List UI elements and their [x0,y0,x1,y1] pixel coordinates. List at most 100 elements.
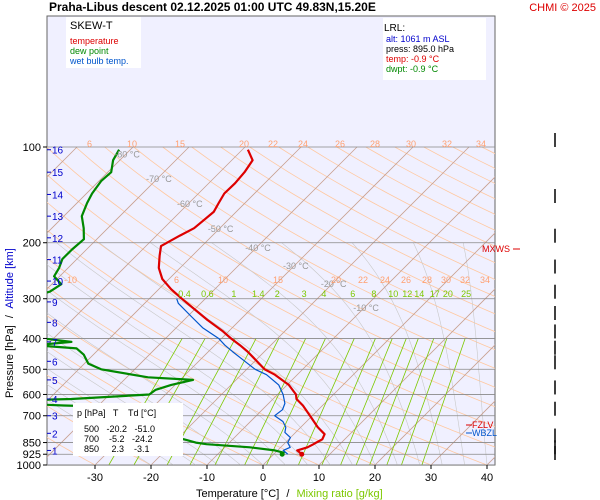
altitude-tick-label: 3 [52,412,58,423]
altitude-tick-label: 8 [52,318,58,329]
mixing-ratio-label: 0.6 [201,289,214,299]
level-table-header: p [hPa] T Td [°C] [77,408,156,418]
altitude-tick-label: 14 [52,190,64,201]
level-table: p [hPa] T Td [°C] 500 -20.2 -51.0 700 -5… [73,403,183,456]
x-axis-label-separator: / [286,488,290,500]
temperature-tick-label: -30 [87,472,103,484]
isotherm-label: -40 °C [245,243,271,253]
lrl-dwpt: dwpt: -0.9 °C [386,64,439,74]
legend-item-wet-bulb: wet bulb temp. [69,56,129,66]
isotherm-label: -10 °C [353,303,379,313]
dry-adiabat-label: 28 [370,139,380,149]
dry-adiabat-label: 30 [441,275,451,285]
mixing-ratio-line [386,338,435,465]
wetbulb-line [176,298,291,455]
mxws-label: MXWS [482,244,510,254]
dry-adiabat [481,146,495,155]
pressure-tick-label: 700 [23,411,41,423]
mixing-ratio-label: 25 [461,289,471,299]
chart-title: Praha-Libus descent 02.12.2025 01:00 UTC… [49,0,376,14]
mixing-ratio-label: 3 [302,289,307,299]
pressure-tick-label: 925 [23,449,41,461]
dry-adiabat-label: 24 [380,275,390,285]
x-axis-title: Temperature [°C] / Mixing ratio [g/kg] [196,488,383,500]
dry-adiabat [47,146,495,408]
mixing-ratio-label: 20 [443,289,453,299]
mixing-ratio-label: 4 [321,289,326,299]
dry-adiabat [75,146,495,388]
legend: SKEW-T temperature dew point wet bulb te… [66,17,141,68]
isotherm-label: -70 °C [146,174,172,184]
level-table-box [73,403,183,456]
isotherm-line [47,146,302,402]
mixing-ratio-line [421,338,466,465]
level-markers: MXWS FZLV WBZL [466,244,520,438]
mixing-ratio-label: 17 [430,289,440,299]
mixing-ratio-line [266,338,326,465]
altitude-tick-label: 7 [52,338,58,349]
altitude-tick-label: 6 [52,357,58,368]
dry-adiabat-label: 26 [335,139,345,149]
dry-adiabat-label: 34 [476,139,486,149]
dry-adiabat-label: 24 [298,139,308,149]
dry-adiabat-label: 30 [406,139,416,149]
dry-adiabat-label: 32 [442,139,452,149]
isotherm-line [47,146,134,234]
x-axis-label-mixing: Mixing ratio [g/kg] [296,488,382,500]
isotherm-label: -50 °C [208,224,234,234]
isotherm-line [47,146,190,290]
altitude-tick-label: 12 [52,234,64,245]
legend-box [66,17,141,68]
isotherm-label: -30 °C [283,261,309,271]
pressure-tick-label: 100 [23,142,41,154]
mixing-ratio-label: 10 [388,289,398,299]
altitude-tick-label: 11 [52,256,63,267]
temperature-tick-label: 20 [369,472,381,484]
legend-item-dew-point: dew point [70,46,109,56]
altitude-tick-label: 15 [52,168,64,179]
lrl-box [383,18,486,80]
dry-adiabat [191,146,495,315]
dry-adiabat-label: 32 [460,275,470,285]
mixing-ratio-label: 2 [275,289,280,299]
mixing-ratio-label: 12 [402,289,412,299]
pressure-tick-label: 200 [23,238,41,250]
temperature-tick-label: 30 [425,472,437,484]
pressure-tick-label: 850 [23,438,41,450]
temperature-tick-label: -20 [143,472,159,484]
mixing-ratio-label: 1 [231,289,236,299]
isotherm-line [374,344,495,465]
dry-adiabat-label: 6 [87,139,92,149]
dry-adiabat-label: 10 [127,139,137,149]
dry-adiabat [220,146,495,297]
y-axis-label-separator: / [4,314,16,318]
dry-adiabat [104,146,495,369]
fzlv-label: FZLV [472,420,493,430]
legend-title: SKEW-T [70,20,113,32]
dry-adiabat-label: 22 [268,139,278,149]
legend-item-temperature: temperature [70,36,119,46]
dry-adiabat-label: 26 [401,275,411,285]
temperature-tick-label: 40 [481,472,493,484]
dry-adiabat-label: 34 [480,275,490,285]
mixing-ratio-label: 1.4 [252,289,265,299]
pressure-tick-label: 600 [23,389,41,401]
isotherm-line [430,400,495,465]
mixing-ratio-line [321,338,376,465]
copyright: CHMI © 2025 [529,2,596,14]
background-labels: -80 °C -70 °C -60 °C -50 °C -40 °C -30 °C -20 … [64,139,490,313]
surface-dewpoint-point [279,451,285,457]
y-axis-label-pressure: Pressure [hPa] [4,325,16,398]
level-table-row-700: 700 -5.2 -24.2 [84,434,153,444]
lrl-info-box: LRL: alt: 1061 m ASL press: 895.0 hPa te… [383,18,486,80]
altitude-tick-label: 4 [52,395,58,406]
mixing-ratio-label: 14 [414,289,424,299]
lrl-title: LRL: [384,23,405,34]
mixing-ratio-label: 6 [350,289,355,299]
mixing-ratio-line [355,338,407,465]
mixing-ratio-line [244,338,307,465]
isotherm-label: -80 °C [114,150,140,160]
temperature-tick-label: 0 [260,472,266,484]
wbzl-label: WBZL [472,428,497,438]
pressure-tick-label: 500 [23,364,41,376]
